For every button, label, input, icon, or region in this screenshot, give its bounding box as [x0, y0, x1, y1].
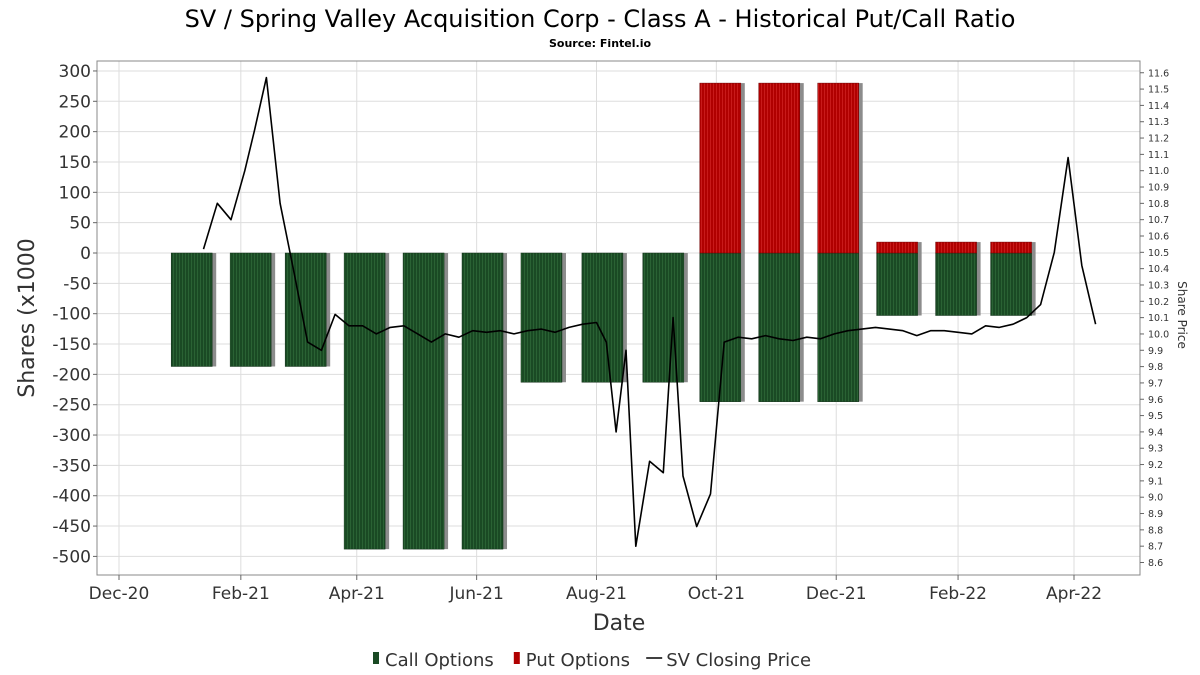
x-axis-label: Date	[593, 611, 646, 636]
y2-tick-label: 11.5	[1148, 85, 1169, 96]
y-tick-label: 300	[59, 62, 91, 82]
call-bar	[343, 252, 386, 550]
call-bar	[402, 252, 445, 550]
y-tick-label: 150	[59, 153, 91, 173]
put-bar	[935, 241, 977, 254]
x-tick-label: Aug-21	[566, 584, 627, 604]
call-bar	[758, 252, 800, 402]
y-axis-left: 300 250 200 150 100 50 0 -50 -100 -150 -200 -250 -30…	[52, 62, 97, 567]
y2-tick-label: 10.9	[1148, 183, 1169, 194]
y-tick-label: -500	[52, 547, 91, 567]
call-bar	[642, 252, 685, 383]
y-tick-label: -200	[52, 365, 91, 385]
y-tick-label: -400	[52, 487, 91, 507]
y2-tick-label: 10.7	[1148, 215, 1169, 226]
y-tick-label: -300	[52, 426, 91, 446]
call-bar	[935, 252, 977, 316]
y2-tick-label: 8.9	[1148, 509, 1163, 520]
y2-tick-label: 11.1	[1148, 150, 1169, 161]
y2-tick-label: 11.4	[1148, 101, 1169, 112]
y2-tick-label: 9.8	[1148, 362, 1163, 373]
y2-tick-label: 11.3	[1148, 117, 1169, 128]
y2-tick-label: 10.5	[1148, 248, 1169, 259]
y2-tick-label: 11.0	[1148, 166, 1169, 177]
legend: Call Options Put Options SV Closing Price	[373, 650, 811, 671]
price-legend-label: SV Closing Price	[666, 650, 811, 671]
y-tick-label: 100	[59, 183, 91, 203]
y2-tick-label: 10.8	[1148, 199, 1169, 210]
y-tick-label: 250	[59, 92, 91, 112]
y2-tick-label: 8.6	[1148, 558, 1163, 569]
call-bar	[876, 252, 918, 316]
y2-tick-label: 9.2	[1148, 460, 1163, 471]
price-line	[202, 76, 1097, 548]
x-tick-label: Feb-22	[929, 584, 987, 604]
call-bar	[170, 252, 213, 367]
y2-tick-label: 10.3	[1148, 280, 1169, 291]
call-bar	[461, 252, 504, 550]
put-bar	[699, 82, 742, 254]
y-tick-label: -450	[52, 517, 91, 537]
y2-tick-label: 9.3	[1148, 444, 1163, 455]
y-axis-right: 11.6 11.5 11.4 11.3 11.2 11.1 11.0 10.9 10.8 10.7…	[1140, 68, 1169, 569]
call-bar	[520, 252, 563, 383]
call-bar	[284, 252, 327, 367]
y2-tick-label: 9.5	[1148, 411, 1163, 422]
call-legend-swatch	[373, 652, 379, 664]
y2-tick-label: 9.9	[1148, 346, 1163, 357]
y-tick-label: -50	[63, 274, 91, 294]
price-layer	[202, 76, 1097, 548]
y2-tick-label: 8.8	[1148, 525, 1163, 536]
y2-tick-label: 10.6	[1148, 232, 1169, 243]
y2-tick-label: 9.6	[1148, 395, 1163, 406]
y2-tick-label: 10.1	[1148, 313, 1169, 324]
y2-tick-label: 11.2	[1148, 134, 1169, 145]
y2-tick-label: 9.1	[1148, 476, 1163, 487]
call-legend-label: Call Options	[385, 650, 494, 671]
y-tick-label: -150	[52, 335, 91, 355]
y2-tick-label: 10.0	[1148, 329, 1169, 340]
put-bar	[758, 82, 800, 254]
x-tick-label: Apr-22	[1046, 584, 1102, 604]
y2-tick-label: 8.7	[1148, 542, 1163, 553]
y2-axis-label: Share Price	[1175, 281, 1189, 349]
put-bar	[876, 241, 918, 254]
y2-tick-label: 9.4	[1148, 427, 1163, 438]
y2-tick-label: 10.2	[1148, 297, 1169, 308]
y2-tick-label: 10.4	[1148, 264, 1169, 275]
put-legend-label: Put Options	[526, 650, 630, 671]
chart-title: SV / Spring Valley Acquisition Corp - Cl…	[185, 5, 1016, 33]
bars-layer	[170, 82, 1036, 550]
x-tick-label: Oct-21	[688, 584, 745, 604]
x-tick-label: Feb-21	[212, 584, 270, 604]
call-bar	[817, 252, 859, 402]
y-tick-label: -100	[52, 305, 91, 325]
chart-subtitle: Source: Fintel.io	[549, 37, 651, 50]
y-axis-label: Shares (x1000	[15, 238, 40, 398]
x-tick-label: Dec-20	[89, 584, 150, 604]
y2-tick-label: 9.0	[1148, 493, 1163, 504]
call-bar	[990, 252, 1032, 316]
put-bar	[990, 241, 1032, 254]
y-tick-label: 0	[80, 244, 91, 264]
call-bar	[581, 252, 624, 383]
y-tick-label: -250	[52, 396, 91, 416]
put-legend-swatch	[513, 652, 520, 664]
x-tick-label: Jun-21	[448, 584, 503, 604]
y-tick-label: 200	[59, 123, 91, 143]
y2-tick-label: 11.6	[1148, 68, 1169, 79]
x-tick-label: Dec-21	[806, 584, 867, 604]
x-tick-label: Apr-21	[329, 584, 385, 604]
x-axis: Dec-20 Feb-21 Apr-21 Jun-21 Aug-21 Oct-21 Dec-…	[89, 575, 1102, 604]
put-bar	[817, 82, 859, 254]
y-tick-label: -350	[52, 456, 91, 476]
y-tick-label: 50	[69, 214, 91, 234]
call-bar	[229, 252, 272, 367]
y2-tick-label: 9.7	[1148, 378, 1163, 389]
